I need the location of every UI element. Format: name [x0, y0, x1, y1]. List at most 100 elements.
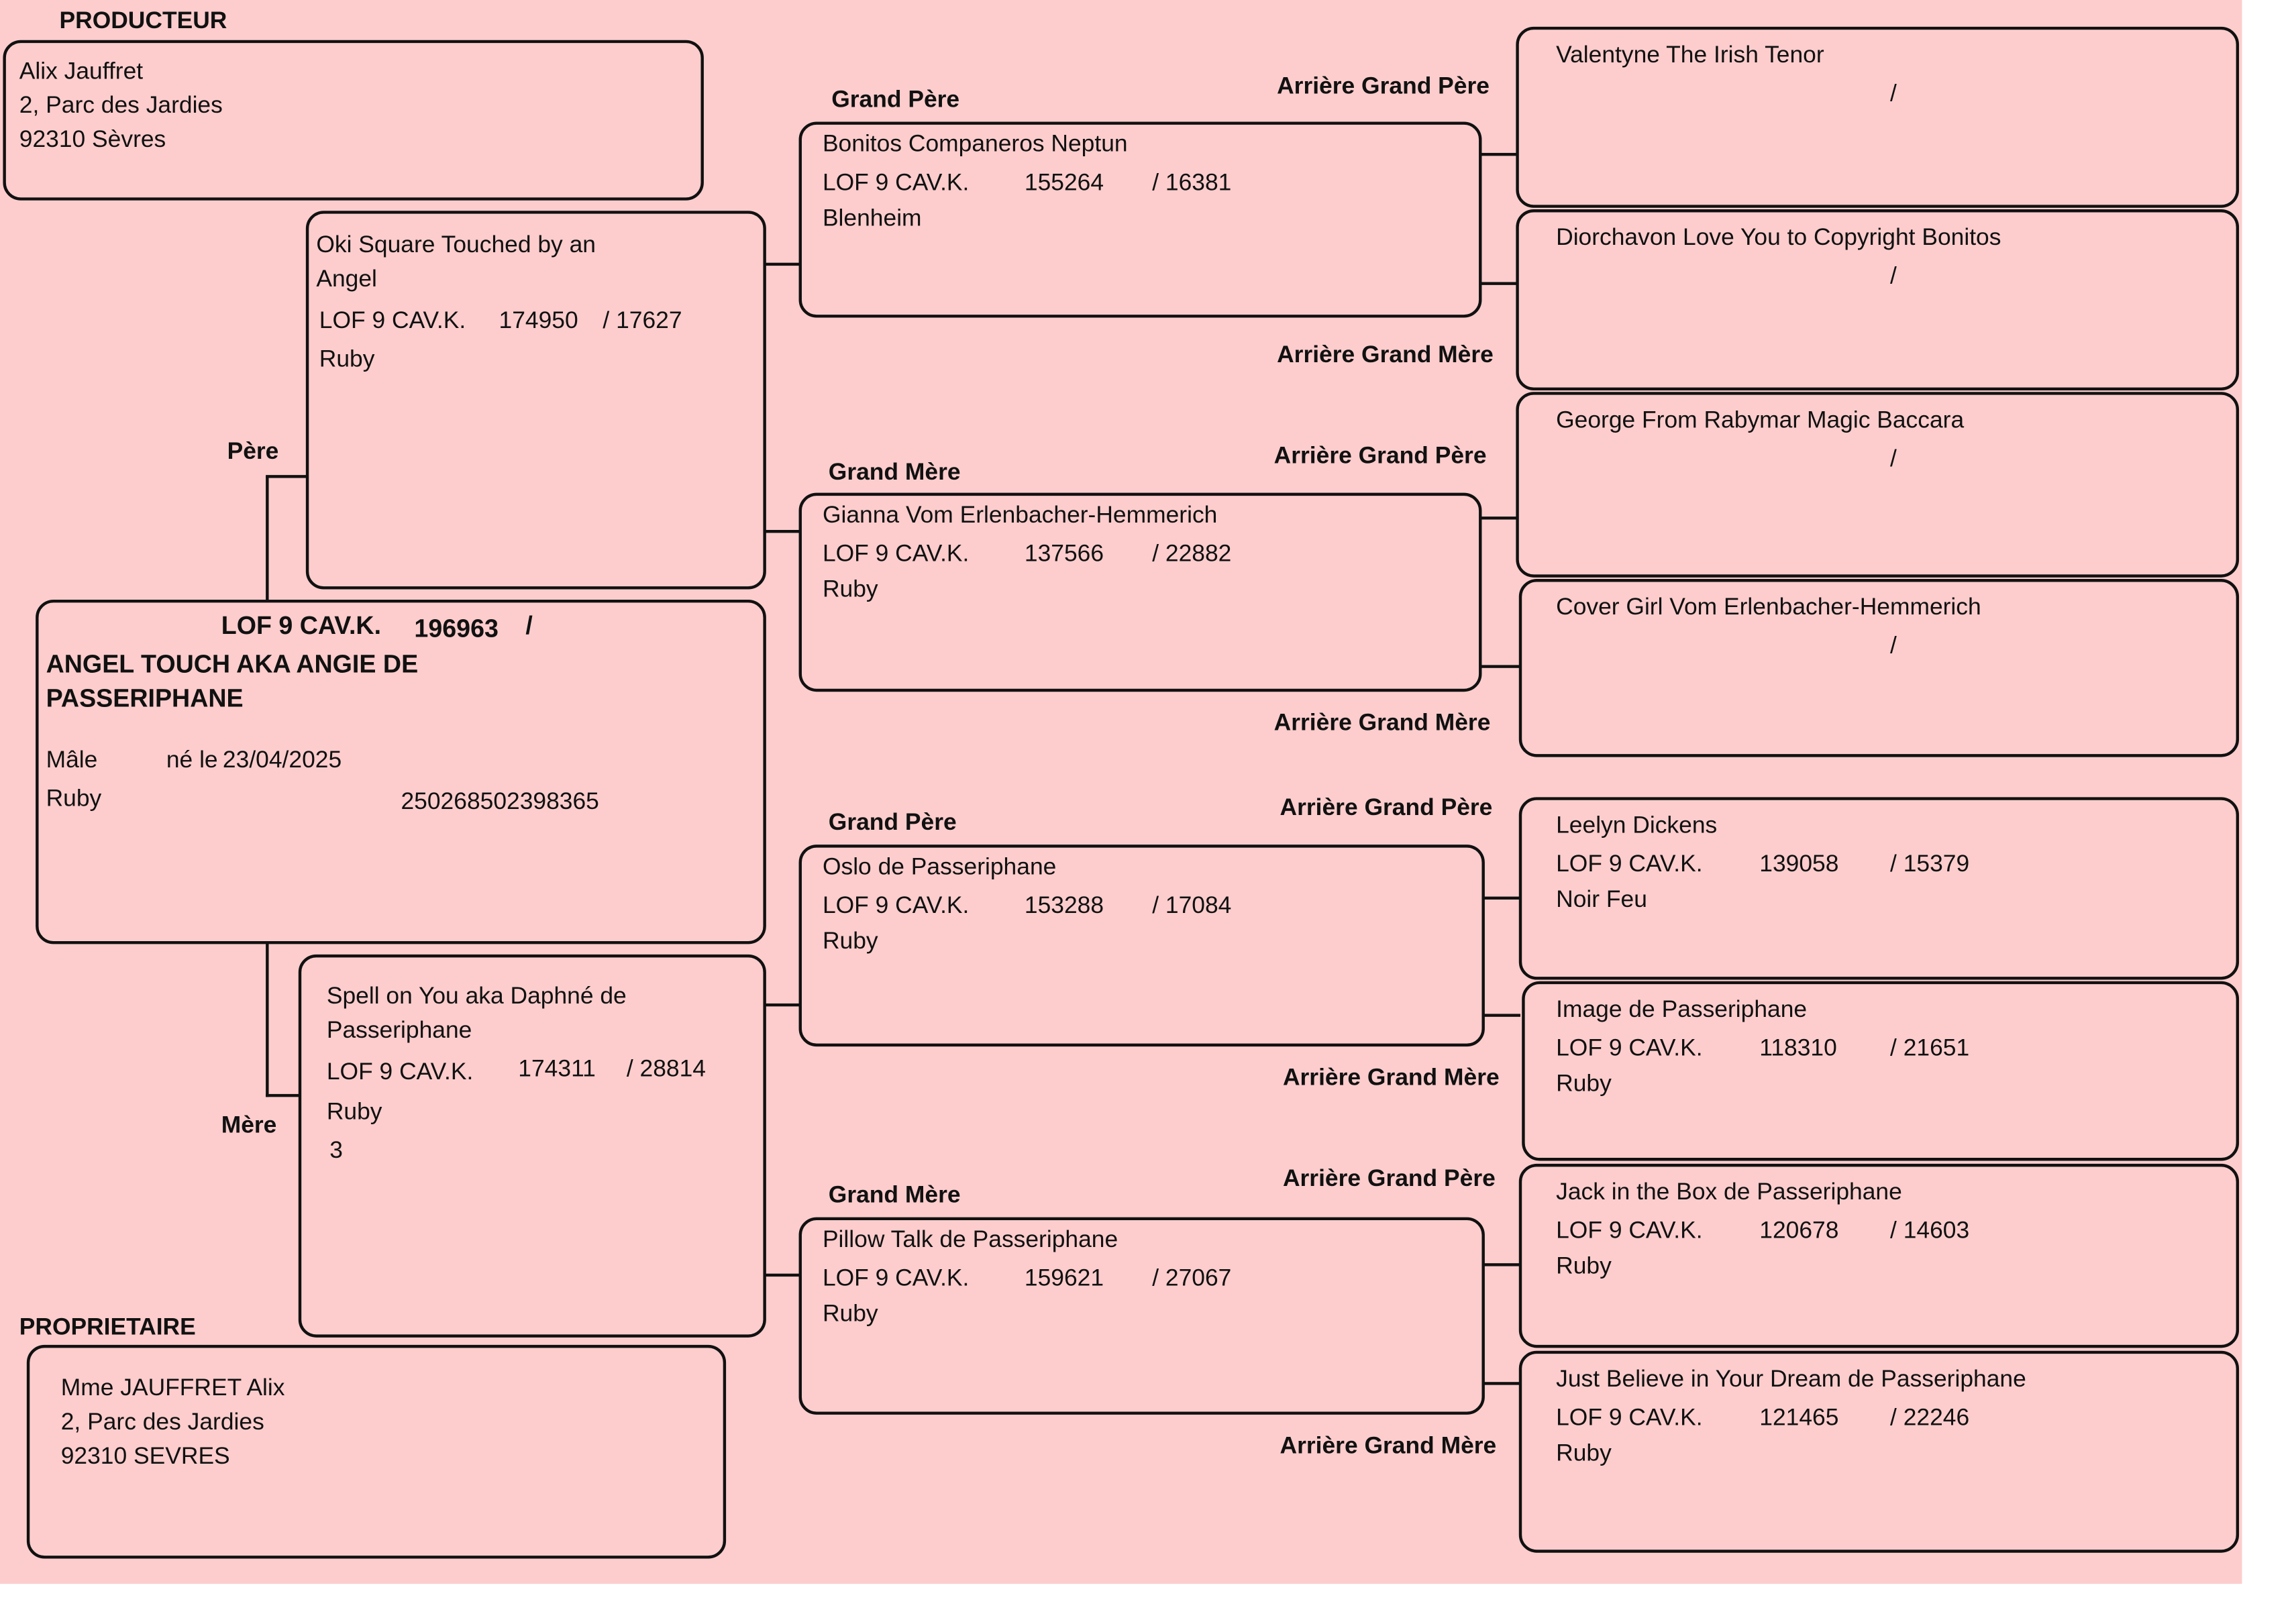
great-grandparent-registry: LOF 9 CAV.K.: [1556, 1405, 1703, 1431]
great-grandparent-registry: LOF 9 CAV.K.: [1556, 852, 1703, 877]
subject-number: 196963: [414, 614, 499, 643]
sire-registry: LOF 9 CAV.K.: [319, 309, 466, 334]
connector: [763, 530, 800, 533]
connector: [1481, 1263, 1521, 1266]
great-grandparent-name: Jack in the Box de Passeriphane: [1556, 1180, 1902, 1205]
connector: [266, 1093, 301, 1097]
grandparent-sub-number: / 22882: [1152, 541, 1232, 567]
great-grandparent-box: Leelyn Dickens LOF 9 CAV.K. 139058 / 153…: [1518, 797, 2240, 980]
grandparent-color: Blenheim: [822, 206, 922, 232]
great-grandparent-sub-number: /: [1890, 447, 1897, 472]
great-grandparent-number: 120678: [1759, 1218, 1839, 1244]
connector: [266, 476, 269, 602]
great-grandparent-color: Ruby: [1556, 1441, 1612, 1467]
grandparent-sub-number: / 17084: [1152, 894, 1232, 919]
great-grandparent-box: Image de Passeriphane LOF 9 CAV.K. 11831…: [1522, 981, 2240, 1161]
great-grandparent-color: Noir Feu: [1556, 887, 1647, 913]
connector: [763, 1003, 800, 1007]
subject-born-label: né le: [166, 748, 218, 773]
owner-address: 2, Parc des Jardies: [60, 1410, 264, 1436]
great-grandparent-name: Diorchavon Love You to Copyright Bonitos: [1556, 225, 2001, 251]
subject-color: Ruby: [46, 786, 102, 812]
subject-box: LOF 9 CAV.K. 196963 / ANGEL TOUCH AKA AN…: [36, 600, 766, 944]
great-grandparent-number: 118310: [1759, 1036, 1837, 1062]
great-grandparent-name: George From Rabymar Magic Baccara: [1556, 408, 1965, 434]
grandparent-color: Ruby: [822, 929, 878, 955]
grandparent-number: 137566: [1024, 541, 1104, 567]
grandparent-registry: LOF 9 CAV.K.: [822, 1266, 970, 1292]
grandparent-sub-number: / 16381: [1152, 170, 1232, 197]
dam-box: Spell on You aka Daphné de Passeriphane …: [298, 954, 766, 1338]
dam-color: Ruby: [326, 1099, 382, 1126]
grandparent-box: Pillow Talk de Passeriphane LOF 9 CAV.K.…: [798, 1217, 1485, 1415]
subject-registry: LOF 9 CAV.K.: [221, 611, 382, 640]
connector: [266, 940, 269, 1097]
producer-address: 2, Parc des Jardies: [19, 93, 223, 119]
dam-label: Mère: [221, 1113, 277, 1139]
great-grandparent-label: Arrière Grand Mère: [1280, 1433, 1497, 1460]
grandparent-color: Ruby: [822, 577, 878, 603]
grandparent-name: Oslo de Passeriphane: [822, 855, 1057, 881]
dam-name-line1: Spell on You aka Daphné de: [326, 984, 627, 1010]
great-grandparent-name: Image de Passeriphane: [1556, 997, 1808, 1023]
grandparent-box: Oslo de Passeriphane LOF 9 CAV.K. 153288…: [798, 845, 1485, 1047]
grandparent-box: Bonitos Companeros Neptun LOF 9 CAV.K. 1…: [798, 121, 1482, 318]
great-grandparent-name: Leelyn Dickens: [1556, 813, 1718, 839]
subject-birth-date: 23/04/2025: [222, 748, 342, 773]
great-grandparent-label: Arrière Grand Père: [1273, 443, 1487, 470]
great-grandparent-label: Arrière Grand Père: [1282, 1167, 1496, 1192]
sire-sub-number: / 17627: [603, 309, 682, 334]
subject-id-number: 250268502398365: [401, 790, 599, 815]
connector: [763, 262, 800, 266]
grandparent-label: Grand Père: [831, 87, 960, 113]
sire-box: Oki Square Touched by an Angel LOF 9 CAV…: [305, 211, 766, 590]
grandparent-number: 155264: [1024, 170, 1104, 197]
grandparent-label: Grand Mère: [828, 1183, 961, 1209]
great-grandparent-label: Arrière Grand Mère: [1282, 1065, 1500, 1091]
dam-name-line2: Passeriphane: [326, 1018, 472, 1044]
great-grandparent-color: Ruby: [1556, 1254, 1612, 1280]
connector: [1479, 665, 1521, 668]
subject-sex: Mâle: [46, 748, 98, 773]
great-grandparent-label: Arrière Grand Père: [1280, 796, 1493, 821]
great-grandparent-box: Diorchavon Love You to Copyright Bonitos…: [1516, 209, 2240, 390]
great-grandparent-registry: LOF 9 CAV.K.: [1556, 1218, 1703, 1244]
great-grandparent-sub-number: /: [1890, 264, 1897, 290]
grandparent-name: Bonitos Companeros Neptun: [822, 131, 1128, 158]
connector: [1481, 1014, 1521, 1017]
connector: [1481, 1382, 1521, 1385]
grandparent-number: 153288: [1024, 894, 1104, 919]
grandparent-sub-number: / 27067: [1152, 1266, 1232, 1292]
connector: [1479, 282, 1518, 285]
great-grandparent-sub-number: / 22246: [1890, 1405, 1970, 1431]
connector: [1479, 152, 1518, 156]
great-grandparent-box: Cover Girl Vom Erlenbacher-Hemmerich /: [1518, 579, 2240, 757]
pedigree-page: PRODUCTEUR Alix Jauffret 2, Parc des Jar…: [0, 0, 2242, 1584]
grandparent-number: 159621: [1024, 1266, 1104, 1292]
sire-name-line1: Oki Square Touched by an: [316, 233, 596, 259]
grandparent-box: Gianna Vom Erlenbacher-Hemmerich LOF 9 C…: [798, 492, 1482, 692]
owner-box: Mme JAUFFRET Alix 2, Parc des Jardies 92…: [26, 1344, 727, 1559]
grandparent-name: Gianna Vom Erlenbacher-Hemmerich: [822, 503, 1218, 529]
great-grandparent-number: 121465: [1759, 1405, 1839, 1431]
owner-name: Mme JAUFFRET Alix: [60, 1376, 285, 1401]
owner-city: 92310 SEVRES: [60, 1444, 230, 1470]
grandparent-registry: LOF 9 CAV.K.: [822, 170, 970, 197]
great-grandparent-sub-number: / 15379: [1890, 852, 1970, 877]
owner-label: PROPRIETAIRE: [19, 1315, 196, 1341]
grandparent-label: Grand Père: [828, 810, 957, 836]
sire-name-line2: Angel: [316, 267, 377, 292]
connector: [763, 1273, 800, 1277]
great-grandparent-box: George From Rabymar Magic Baccara /: [1516, 392, 2240, 578]
producer-name: Alix Jauffret: [19, 59, 144, 85]
sire-label: Père: [227, 439, 279, 465]
grandparent-registry: LOF 9 CAV.K.: [822, 894, 970, 919]
great-grandparent-label: Arrière Grand Mère: [1277, 343, 1494, 368]
great-grandparent-sub-number: / 14603: [1890, 1218, 1970, 1244]
dam-number: 174311: [518, 1057, 596, 1083]
grandparent-registry: LOF 9 CAV.K.: [822, 541, 970, 567]
dam-extra: 3: [329, 1138, 343, 1164]
great-grandparent-sub-number: / 21651: [1890, 1036, 1970, 1062]
grandparent-label: Grand Mère: [828, 459, 961, 486]
dam-sub-number: / 28814: [626, 1057, 706, 1083]
